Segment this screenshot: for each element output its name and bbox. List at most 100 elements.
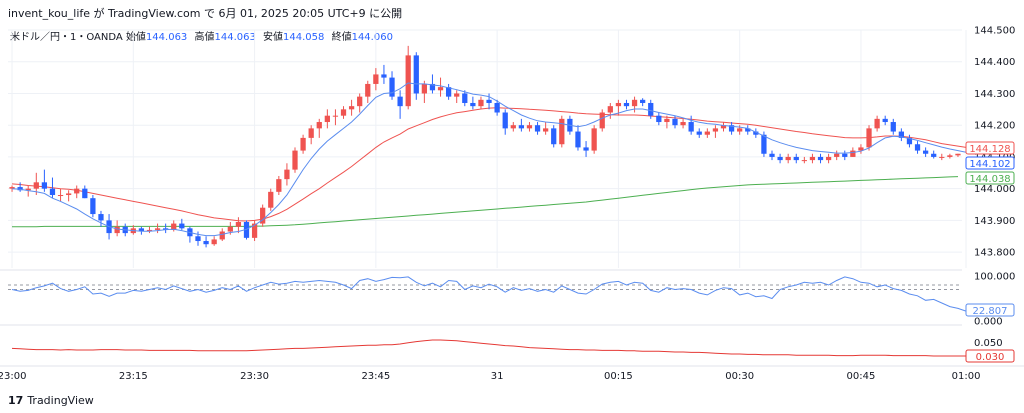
candle-body xyxy=(631,99,638,107)
candle-body xyxy=(41,182,48,189)
candle-body xyxy=(615,102,622,107)
price-tick-label: 144.200 xyxy=(974,121,1015,132)
candle-body xyxy=(203,241,209,245)
price-tick-label: 144.300 xyxy=(974,89,1015,100)
candle-body xyxy=(559,118,565,145)
adx-value-label: 0.030 xyxy=(976,352,1005,363)
candle-body xyxy=(462,93,468,103)
candle-body xyxy=(640,99,646,103)
price-tick-label: 144.400 xyxy=(974,57,1015,68)
candle-body xyxy=(914,144,921,151)
candle-body xyxy=(898,131,904,138)
price-label-box xyxy=(965,156,1015,170)
candle-body xyxy=(405,55,411,107)
low-label: 安値 xyxy=(263,32,284,43)
candle-body xyxy=(276,179,282,192)
price-tick-label: 143.800 xyxy=(974,248,1015,259)
rsi-value-box xyxy=(965,303,1015,317)
candle-body xyxy=(211,239,217,245)
candle-body xyxy=(324,115,330,123)
candle-body xyxy=(753,131,759,135)
candle-body xyxy=(939,156,945,158)
candle-body xyxy=(850,150,856,157)
price-label-box xyxy=(965,171,1015,185)
candle-body xyxy=(801,160,807,162)
close-value: 144.060 xyxy=(351,32,393,43)
price-tick-label: 144.500 xyxy=(974,26,1015,37)
candle-body xyxy=(931,153,937,157)
candle-body xyxy=(696,131,702,135)
candle-body xyxy=(825,156,832,161)
candle-body xyxy=(179,223,185,229)
tradingview-brand: TradingView xyxy=(27,394,94,407)
candle-body xyxy=(518,125,525,129)
candle-body xyxy=(66,193,72,196)
candle-body xyxy=(720,125,727,129)
candle-body xyxy=(98,214,104,221)
candle-body xyxy=(57,195,64,197)
candle-body xyxy=(251,223,258,238)
candle-body xyxy=(17,187,23,191)
candle-body xyxy=(656,115,662,123)
price-tick-label: 143.900 xyxy=(974,216,1015,227)
candle-body xyxy=(90,198,96,215)
rsi-line xyxy=(11,276,967,312)
time-tick-label: 00:45 xyxy=(847,371,876,382)
candle-body xyxy=(680,122,686,126)
candle-body xyxy=(769,153,775,157)
candle-body xyxy=(607,106,613,113)
candle-body xyxy=(82,188,88,199)
high-label: 高値 xyxy=(194,32,215,43)
candle-body xyxy=(906,137,913,145)
candle-body xyxy=(219,231,225,240)
candle-body xyxy=(316,122,322,129)
candle-body xyxy=(817,156,824,161)
candle-body xyxy=(437,87,444,91)
candle-body xyxy=(284,169,290,180)
ema-mid-line xyxy=(11,107,967,222)
candle-body xyxy=(478,99,484,107)
candle-body xyxy=(785,156,791,161)
adx-tick-label: 0.050 xyxy=(974,338,1003,349)
time-tick-label: 01:00 xyxy=(952,371,981,382)
candle-body xyxy=(793,156,799,161)
candle-body xyxy=(308,128,314,138)
ema-long-line xyxy=(12,176,959,228)
low-value: 144.058 xyxy=(283,32,325,43)
candle-body xyxy=(486,99,492,103)
candle-body xyxy=(761,134,767,154)
candle-body xyxy=(373,74,379,84)
symbol-label[interactable]: 米ドル／円・1・OANDA xyxy=(10,32,123,43)
candle-body xyxy=(664,118,670,123)
rsi-value-label: 22.807 xyxy=(973,306,1008,317)
candle-body xyxy=(502,112,508,129)
candle-body xyxy=(397,96,403,107)
candle-body xyxy=(534,125,541,132)
candle-body xyxy=(866,128,872,148)
candle-body xyxy=(494,102,500,113)
candle-body xyxy=(745,128,751,132)
candle-body xyxy=(413,55,419,94)
candle-body xyxy=(890,122,896,132)
time-tick-label: 23:45 xyxy=(361,371,390,382)
candle-body xyxy=(25,188,31,191)
price-tick-label: 144.000 xyxy=(974,184,1015,195)
candle-body xyxy=(575,131,581,148)
candle-body xyxy=(243,221,250,238)
candle-body xyxy=(470,102,476,107)
candle-body xyxy=(842,153,848,157)
price-label: 144.102 xyxy=(969,159,1010,170)
candle-body xyxy=(712,128,719,132)
candle-body xyxy=(922,150,929,154)
candle-body xyxy=(874,118,880,129)
tradingview-logo[interactable]: 17 TradingView xyxy=(8,394,94,407)
candle-body xyxy=(882,118,888,123)
candle-body xyxy=(704,131,710,135)
candle-body xyxy=(33,182,39,189)
candle-body xyxy=(728,125,735,132)
price-label: 144.038 xyxy=(969,174,1010,185)
candle-body xyxy=(268,191,274,208)
high-value: 144.063 xyxy=(214,32,256,43)
time-tick-label: 00:30 xyxy=(725,371,754,382)
